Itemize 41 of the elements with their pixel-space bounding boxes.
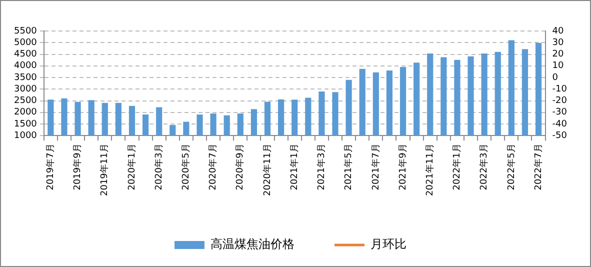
y-tick-label: 4500 xyxy=(14,50,38,60)
x-tick-label: 2020年3月 xyxy=(153,144,164,190)
y2-tick-label: -40 xyxy=(552,119,568,130)
y2-tick-label: 40 xyxy=(552,26,564,36)
legend-label: 高温煤焦油价格 xyxy=(210,237,294,252)
x-tick-label: 2019年11月 xyxy=(99,144,110,196)
y-tick-label: 4000 xyxy=(14,61,38,72)
x-tick-label: 2020年5月 xyxy=(180,144,192,190)
y-tick-label: 5000 xyxy=(14,38,38,48)
y2-tick-label: 0 xyxy=(552,72,558,83)
x-tick-label: 2021年9月 xyxy=(397,144,408,190)
x-tick-label: 2022年7月 xyxy=(532,144,544,190)
x-tick-label: 2020年1月 xyxy=(126,144,138,190)
x-tick-label: 2021年11月 xyxy=(424,144,436,196)
y-tick-label: 3000 xyxy=(14,84,38,94)
y-tick-label: 1500 xyxy=(14,119,38,130)
y2-tick-label: -50 xyxy=(552,130,568,141)
y2-tick-label: -20 xyxy=(552,96,568,106)
y2-tick-label: -10 xyxy=(552,84,568,94)
x-tick-label: 2021年1月 xyxy=(288,144,300,190)
x-tick-label: 2022年3月 xyxy=(478,144,490,190)
x-tick-label: 2021年5月 xyxy=(343,144,354,190)
x-tick-label: 2019年9月 xyxy=(72,144,84,190)
y-tick-label: 3500 xyxy=(14,72,38,83)
y2-tick-label: 20 xyxy=(552,50,564,60)
x-tick-label: 2021年7月 xyxy=(370,144,382,190)
x-tick-label: 2022年5月 xyxy=(506,144,517,190)
y-tick-label: 1000 xyxy=(14,130,38,141)
y2-tick-label: -30 xyxy=(552,108,568,118)
y2-tick-label: 10 xyxy=(552,61,564,72)
x-tick-label: 2022年1月 xyxy=(452,144,463,190)
x-tick-label: 2019年7月 xyxy=(45,144,56,190)
y2-tick-label: 30 xyxy=(552,38,564,48)
y-tick-label: 2000 xyxy=(14,108,38,118)
x-tick-label: 2020年9月 xyxy=(234,144,246,190)
x-tick-label: 2021年3月 xyxy=(316,144,328,190)
x-tick-label: 2020年11月 xyxy=(262,144,273,196)
y-tick-label: 5500 xyxy=(14,26,38,36)
x-tick-label: 2020年7月 xyxy=(208,144,219,190)
y-tick-label: 2500 xyxy=(14,96,38,106)
legend-label: 月环比 xyxy=(370,237,406,252)
